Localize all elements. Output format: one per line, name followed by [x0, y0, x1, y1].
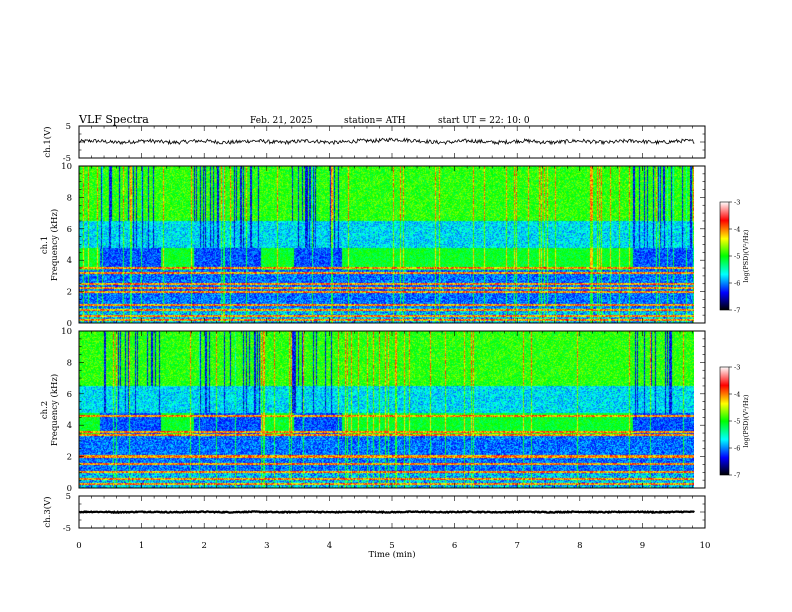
y-tick-label: 0: [67, 319, 72, 329]
colorbar-tick-label: -3: [734, 199, 740, 207]
x-tick-label: 10: [700, 541, 711, 551]
y-tick-label: 6: [67, 225, 72, 235]
ch3-ytick-top: 5: [66, 492, 71, 502]
x-tick-label: 2: [201, 541, 206, 551]
colorbar-tick-label: -4: [734, 226, 740, 234]
x-tick-label: 6: [452, 541, 457, 551]
figure-title: VLF Spectra: [78, 113, 149, 126]
x-axis-label: Time (min): [368, 549, 415, 560]
ch1-colorbar: -3 -4 -5 -6 -7 log(PSD)(V²/Hz): [719, 199, 750, 315]
x-tick-label: 0: [76, 541, 81, 551]
x-tick-label: 3: [264, 541, 269, 551]
colorbar-tick-label: -6: [734, 280, 740, 288]
colorbar-tick-label: -5: [734, 418, 740, 426]
ch1-waveform-trace: [78, 137, 695, 146]
colorbar-tick-label: -7: [734, 307, 740, 315]
header-start-ut: start UT = 22: 10: 0: [438, 116, 530, 126]
ch2-spectrogram-image: [79, 331, 694, 488]
y-tick-label: 8: [67, 358, 72, 368]
y-tick-label: 4: [67, 421, 72, 431]
y-tick-label: 4: [67, 256, 72, 266]
x-axis-tick-labels: 0 1 2 3 4 5 6 7 8 9 10: [76, 541, 710, 551]
ch3-waveform-trace: [79, 509, 695, 515]
x-tick-label: 4: [327, 541, 332, 551]
x-tick-label: 7: [514, 541, 519, 551]
colorbar-tick-label: -3: [734, 364, 740, 372]
header-station: station= ATH: [344, 116, 406, 126]
colorbar-tick-label: -7: [734, 472, 740, 480]
ch3-ylabel: ch.3(V): [42, 496, 53, 527]
ch2-spectrogram-panel: 0 2 4 6 8 10 ch.2 Frequency (kHz): [40, 327, 706, 494]
x-tick-label: 9: [640, 541, 645, 551]
ch1-ytick-top: 5: [66, 122, 71, 132]
ch1-ylabel: ch.1(V): [42, 126, 53, 157]
ch1-colorbar-label: log(PSD)(V²/Hz): [742, 229, 750, 282]
ch1-spectrogram-panel: 0 2 4 6 8 10 ch.1 Frequency (kHz): [40, 162, 706, 329]
y-tick-label: 6: [67, 390, 72, 400]
ch2-colorbar-label: log(PSD)(V²/Hz): [742, 394, 750, 447]
colorbar-tick-label: -5: [734, 253, 740, 261]
y-tick-label: 10: [61, 327, 72, 337]
y-tick-label: 8: [67, 193, 72, 203]
y-tick-label: 0: [67, 484, 72, 494]
y-tick-label: 2: [67, 288, 72, 298]
ch1-spectrogram-ylabel-channel: ch.1: [40, 236, 50, 254]
x-tick-label: 1: [139, 541, 144, 551]
ch3-waveform-panel: 5 -5 ch.3(V): [42, 492, 706, 534]
x-tick-label: 5: [389, 541, 394, 551]
y-tick-label: 2: [67, 453, 72, 463]
colorbar-tick-label: -4: [734, 391, 740, 399]
ch1-spectrogram-ylabel-frequency: Frequency (kHz): [49, 209, 60, 281]
ch1-spectrogram-image: [79, 166, 694, 323]
x-tick-label: 8: [577, 541, 582, 551]
ch2-spectrogram-ylabel-frequency: Frequency (kHz): [49, 374, 60, 446]
y-tick-label: 10: [61, 162, 72, 172]
header-date: Feb. 21, 2025: [250, 116, 313, 126]
ch3-ytick-bottom: -5: [63, 524, 71, 534]
ch2-colorbar: -3 -4 -5 -6 -7 log(PSD)(V²/Hz): [719, 364, 750, 480]
colorbar-tick-label: -6: [734, 445, 740, 453]
ch1-waveform-panel: 5 -5 ch.1(V): [42, 122, 706, 164]
ch2-spectrogram-ylabel-channel: ch.2: [40, 401, 50, 419]
ch1-ytick-bottom: -5: [63, 154, 71, 164]
